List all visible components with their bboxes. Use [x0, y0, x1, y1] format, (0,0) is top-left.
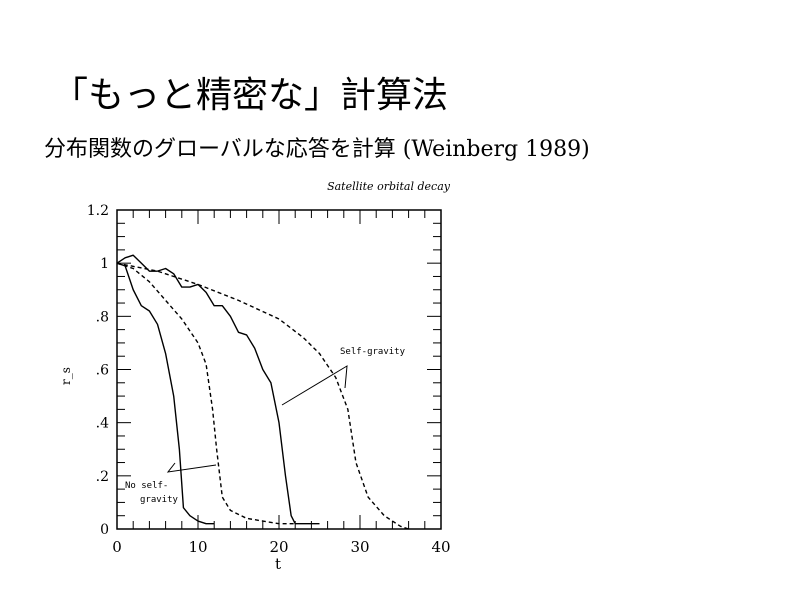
- annotation-no-self: No self-: [125, 481, 168, 491]
- y-tick-label: .2: [96, 469, 109, 485]
- annotation-arrow-no-self-gravity: [166, 462, 217, 473]
- x-tick-label: 20: [269, 538, 288, 556]
- reference: (Weinberg 1989): [402, 137, 590, 162]
- x-axis-label: t: [275, 555, 281, 573]
- series-line-2: [116, 254, 320, 525]
- x-tick-label: 40: [431, 538, 450, 556]
- slide-title: 「もっと精密な」計算法: [52, 75, 449, 116]
- y-tick-label: .6: [96, 363, 109, 379]
- annotation-arrow-self-gravity: [281, 365, 348, 406]
- slide-subtitle: 分布関数のグローバルな応答を計算 (Weinberg 1989): [44, 131, 590, 163]
- y-tick-label: 1.2: [87, 203, 109, 219]
- y-tick-label: .8: [96, 309, 109, 325]
- y-tick-label: .4: [96, 416, 109, 432]
- chart-title: Satellite orbital decay: [327, 180, 451, 193]
- annotation-self-gravity: Self-gravity: [340, 347, 406, 357]
- annotation-gravity: gravity: [140, 495, 179, 505]
- x-tick-label: 0: [112, 538, 122, 556]
- x-tick-label: 10: [188, 538, 207, 556]
- y-axis-label: r_s: [59, 367, 73, 385]
- y-tick-label: 0: [100, 522, 109, 538]
- subtitle-text: 分布関数のグローバルな応答を計算: [44, 137, 396, 162]
- x-tick-label: 30: [350, 538, 369, 556]
- y-tick-label: 1: [100, 256, 109, 272]
- series-line-3: [116, 262, 409, 530]
- series-line-1: [116, 262, 296, 525]
- series-line-0: [116, 262, 215, 525]
